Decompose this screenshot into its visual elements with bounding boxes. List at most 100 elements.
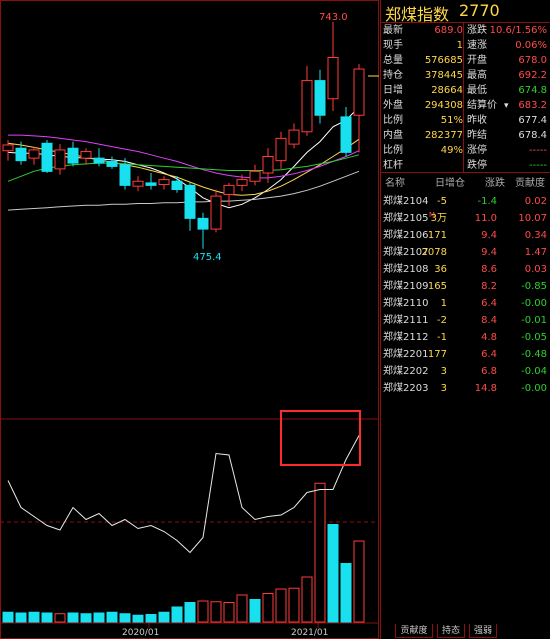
volume-bar xyxy=(145,614,157,623)
contract-name: 郑煤2105 xyxy=(383,213,429,224)
quote-value: 678.0 xyxy=(518,55,547,66)
contract-daily-increase: -1 xyxy=(437,332,447,343)
quote-label: 开盘 xyxy=(467,55,487,66)
quote-label: 最低 xyxy=(467,85,487,96)
volume-bar xyxy=(158,611,170,623)
low-price-label: 475.4 xyxy=(193,252,222,263)
quote-value: ----- xyxy=(528,160,547,171)
contract-name: 郑煤2202 xyxy=(383,366,429,377)
contract-daily-increase: 165 xyxy=(427,281,447,292)
quote-value: 1 xyxy=(456,40,463,51)
kline-chart-svg[interactable]: 743.0 475.4 2020/01 2021/01 xyxy=(0,0,379,639)
candle-body xyxy=(158,179,170,186)
kline-chart-area[interactable]: 743.0 475.4 2020/01 2021/01 xyxy=(0,0,379,639)
volume-bar xyxy=(314,482,326,623)
volume-bar xyxy=(184,602,196,623)
quote-value: 0.06% xyxy=(515,40,547,51)
contract-change: 6.8 xyxy=(481,366,497,377)
contract-contribution: 1.47 xyxy=(524,247,547,258)
contract-daily-increase: 36 xyxy=(434,264,447,275)
contract-row[interactable]: 郑煤2110 1 6.4 -0.00 xyxy=(381,296,550,312)
instrument-code: 2770 xyxy=(459,1,500,20)
tab-position[interactable]: 持态 xyxy=(437,624,465,638)
candle-body xyxy=(171,180,183,190)
quote-label: 比例 xyxy=(383,145,403,156)
volume-bar xyxy=(15,612,27,623)
quote-value: 378445 xyxy=(424,70,463,81)
volume-bar xyxy=(353,540,365,623)
contract-row[interactable]: 郑煤2104 -5 -1.4 0.02 xyxy=(381,194,550,210)
contract-row[interactable]: 郑煤2105 M 3万 11.0 10.07 xyxy=(381,211,550,227)
volume-bar xyxy=(80,613,92,623)
contract-change: -1.4 xyxy=(477,196,497,207)
quote-row: 现手 1 速涨 0.06% xyxy=(381,38,550,54)
contract-name: 郑煤2201 xyxy=(383,349,429,360)
contract-row[interactable]: 郑煤2112 -1 4.8 -0.05 xyxy=(381,330,550,346)
contract-change: 9.4 xyxy=(481,247,497,258)
contract-contribution: 10.07 xyxy=(518,213,547,224)
contract-row[interactable]: 郑煤2106 171 9.4 0.34 xyxy=(381,228,550,244)
quote-panel: 郑煤指数 2770 最新 689.0 涨跌 10.6/1.56% 现手 1 速涨 0.06% 总… xyxy=(380,0,550,639)
candle-body xyxy=(288,129,300,145)
ma-line-ma4 xyxy=(7,154,360,182)
volume-bar xyxy=(340,563,352,623)
candle-body xyxy=(15,147,27,162)
contract-row[interactable]: 郑煤2107 2078 9.4 1.47 xyxy=(381,245,550,261)
quote-row: 比例 49% 涨停 ----- xyxy=(381,143,550,159)
contract-row[interactable]: 郑煤2111 -2 8.4 -0.01 xyxy=(381,313,550,329)
contract-name: 郑煤2110 xyxy=(383,298,429,309)
candle-body xyxy=(93,157,105,164)
quote-value: 674.8 xyxy=(518,85,547,96)
main-contract-mark: M xyxy=(429,211,436,219)
quote-row: 外盘 294308 结算价 683.2 ▾ xyxy=(381,98,550,114)
volume-bar xyxy=(28,611,40,623)
contract-daily-increase: 3 xyxy=(440,383,447,394)
contract-row[interactable]: 郑煤2202 3 6.8 -0.04 xyxy=(381,364,550,380)
ma-line-ma5 xyxy=(7,170,360,211)
quote-value: 683.2 xyxy=(518,100,547,111)
contract-contribution: -0.00 xyxy=(521,298,547,309)
contract-contribution: -0.01 xyxy=(521,315,547,326)
volume-bar xyxy=(2,611,14,623)
contract-change: 14.8 xyxy=(474,383,497,394)
bottom-tabs: 贡献度 持态 强弱 xyxy=(381,623,550,639)
quote-label: 昨结 xyxy=(467,130,487,141)
contract-row[interactable]: 郑煤2109 165 8.2 -0.85 xyxy=(381,279,550,295)
quote-value: 678.4 xyxy=(518,130,547,141)
quote-row: 最新 689.0 涨跌 10.6/1.56% xyxy=(381,23,550,39)
candle-body xyxy=(119,164,131,186)
candle-body xyxy=(106,160,118,167)
contract-change: 8.2 xyxy=(481,281,497,292)
quote-column-divider xyxy=(463,23,464,173)
contract-name: 郑煤2104 xyxy=(383,196,429,207)
chevron-down-icon[interactable]: ▾ xyxy=(504,101,509,111)
contract-change: 8.4 xyxy=(481,315,497,326)
candle-body xyxy=(41,142,53,172)
volume-bar xyxy=(236,594,248,623)
col-inc[interactable]: 日增仓 xyxy=(435,178,465,189)
candle-body xyxy=(353,68,365,116)
contract-name: 郑煤2203 xyxy=(383,383,429,394)
tab-contribution[interactable]: 贡献度 xyxy=(395,624,433,638)
col-con[interactable]: 贡献度 xyxy=(515,178,545,189)
volume-bar xyxy=(93,612,105,623)
candle-body xyxy=(327,57,339,100)
contract-daily-increase: 2078 xyxy=(421,247,447,258)
volume-bar xyxy=(67,612,79,623)
contract-row[interactable]: 郑煤2108 36 8.6 0.03 xyxy=(381,262,550,278)
candle-body xyxy=(340,116,352,153)
contract-row[interactable]: 郑煤2203 3 14.8 -0.00 xyxy=(381,381,550,397)
contract-row[interactable]: 郑煤2201 177 6.4 -0.48 xyxy=(381,347,550,363)
volume-bar xyxy=(275,588,287,623)
candle-body xyxy=(210,195,222,230)
volume-bar xyxy=(223,602,235,623)
col-chg[interactable]: 涨跌 xyxy=(485,178,505,189)
volume-bar xyxy=(210,601,222,623)
tab-strength[interactable]: 强弱 xyxy=(469,624,497,638)
quote-value: ----- xyxy=(528,145,547,156)
volume-bar xyxy=(132,614,144,623)
section-divider xyxy=(381,172,550,173)
quote-row: 比例 51% 昨收 677.4 xyxy=(381,113,550,129)
col-name[interactable]: 名称 xyxy=(385,178,405,189)
quote-value: 49% xyxy=(440,145,463,156)
